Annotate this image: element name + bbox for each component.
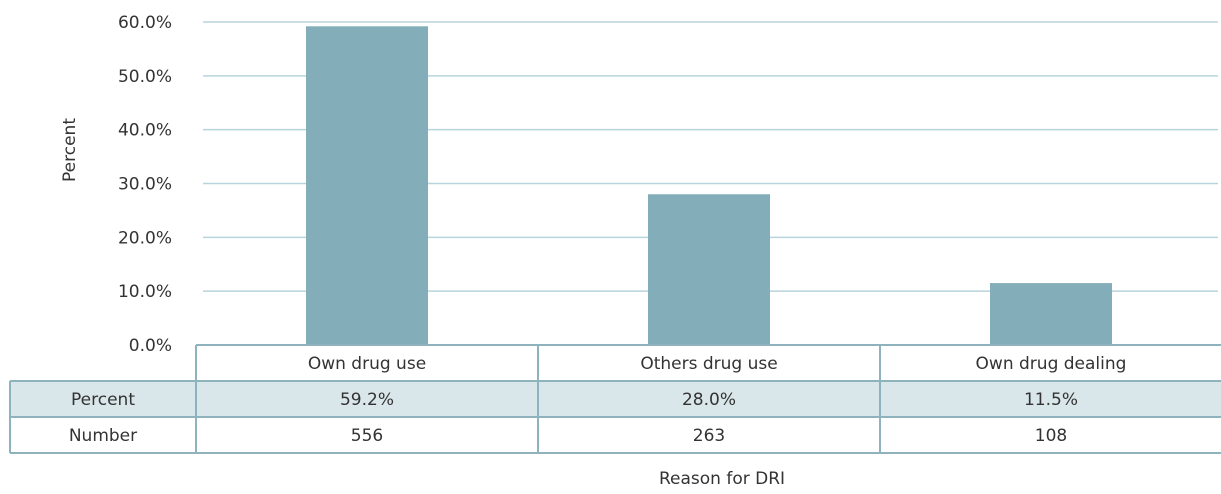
table-cell: 263 xyxy=(693,426,725,446)
y-tick-label: 0.0% xyxy=(129,336,172,356)
y-tick-label: 40.0% xyxy=(118,121,172,141)
y-tick-label: 20.0% xyxy=(118,228,172,248)
y-tick-label: 50.0% xyxy=(118,67,172,87)
category-label: Own drug use xyxy=(308,354,426,374)
table-row-fill xyxy=(10,381,1221,417)
table-row-label: Percent xyxy=(71,390,135,410)
bar xyxy=(306,26,428,345)
y-axis-ticks: 0.0% 10.0% 20.0% 30.0% 40.0% 50.0% 60.0% xyxy=(118,13,172,356)
table-cell: 59.2% xyxy=(340,390,394,410)
bar xyxy=(990,283,1112,345)
table-row-label: Number xyxy=(69,426,137,446)
category-label: Own drug dealing xyxy=(976,354,1127,374)
category-label: Others drug use xyxy=(640,354,777,374)
bars xyxy=(306,26,1112,345)
table-cell: 11.5% xyxy=(1024,390,1078,410)
table-cell: 28.0% xyxy=(682,390,736,410)
bar xyxy=(648,194,770,345)
table-cell: 108 xyxy=(1035,426,1067,446)
x-axis-title: Reason for DRI xyxy=(659,469,785,489)
data-table: Own drug use Others drug use Own drug deal… xyxy=(9,344,1221,454)
y-tick-label: 30.0% xyxy=(118,175,172,195)
y-tick-label: 60.0% xyxy=(118,13,172,33)
table-cell: 556 xyxy=(351,426,383,446)
y-axis-title: Percent xyxy=(60,118,80,182)
y-tick-label: 10.0% xyxy=(118,282,172,302)
